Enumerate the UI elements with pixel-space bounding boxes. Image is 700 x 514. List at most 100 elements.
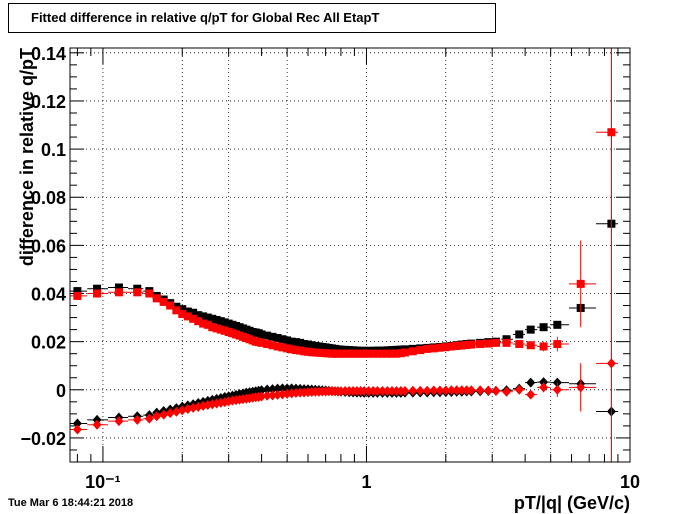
square-marker xyxy=(278,343,287,352)
data-point xyxy=(501,338,513,347)
x-tick-label: 1 xyxy=(361,472,371,492)
data-point xyxy=(128,414,144,425)
square-marker xyxy=(336,345,345,354)
diamond-marker xyxy=(359,385,369,396)
diamond-marker xyxy=(171,406,181,417)
square-marker xyxy=(576,279,585,288)
square-marker xyxy=(364,349,373,358)
data-point xyxy=(415,385,425,396)
square-marker xyxy=(515,340,524,349)
data-point xyxy=(550,377,570,388)
square-marker xyxy=(199,312,208,321)
timestamp: Tue Mar 6 18:44:21 2018 xyxy=(8,497,134,509)
square-marker xyxy=(73,287,82,296)
y-tick-label: 0.04 xyxy=(31,285,66,305)
square-marker xyxy=(152,294,161,303)
square-marker xyxy=(114,283,123,292)
diamond-marker xyxy=(435,385,445,396)
y-tick-label: 0.14 xyxy=(31,44,66,64)
square-marker xyxy=(203,313,212,322)
data-point xyxy=(70,418,88,429)
chart-title: Fitted difference in relative q/pT for G… xyxy=(8,3,496,33)
diamond-marker xyxy=(576,382,586,393)
diamond-marker xyxy=(262,390,272,401)
square-marker xyxy=(484,339,493,348)
data-point xyxy=(491,338,502,347)
data-point xyxy=(87,289,108,298)
square-marker xyxy=(283,336,292,345)
y-tick-label: 0 xyxy=(56,381,66,401)
square-marker xyxy=(178,309,187,318)
diamond-marker xyxy=(466,385,476,396)
square-marker xyxy=(291,338,300,347)
data-point xyxy=(70,287,88,296)
diamond-marker xyxy=(526,377,536,388)
data-point xyxy=(165,408,175,419)
diamond-marker xyxy=(267,384,277,395)
diamond-marker xyxy=(539,377,549,388)
square-marker xyxy=(373,349,382,358)
diamond-marker xyxy=(475,385,485,396)
data-point xyxy=(512,330,525,339)
data-point xyxy=(429,344,438,353)
diamond-marker xyxy=(408,385,418,396)
square-marker xyxy=(526,325,535,334)
data-point xyxy=(166,301,175,310)
data-point xyxy=(462,385,472,396)
square-marker xyxy=(73,291,82,300)
square-marker xyxy=(502,338,511,347)
square-marker xyxy=(208,314,217,323)
y-tick-label: 0.12 xyxy=(31,92,66,112)
square-marker xyxy=(212,315,221,324)
square-marker xyxy=(476,340,485,349)
grid-layer xyxy=(70,48,630,462)
x-tick-label: 10 xyxy=(620,472,640,492)
square-marker xyxy=(133,288,142,297)
data-point xyxy=(435,385,445,396)
data-point xyxy=(501,386,513,397)
square-marker xyxy=(429,344,438,353)
data-point xyxy=(446,385,456,396)
x-tick-label: 10⁻¹ xyxy=(85,472,121,492)
data-point xyxy=(152,294,161,303)
diamond-marker xyxy=(429,385,439,396)
data-point xyxy=(107,288,129,297)
square-marker xyxy=(447,342,456,351)
data-point xyxy=(159,297,168,306)
square-marker xyxy=(189,314,198,323)
data-point xyxy=(550,382,570,398)
data-point xyxy=(70,424,88,435)
data-point xyxy=(596,219,619,228)
square-marker xyxy=(336,349,345,358)
square-marker xyxy=(263,331,272,340)
diamond-marker xyxy=(552,384,562,395)
diamond-marker xyxy=(92,419,102,430)
diamond-marker xyxy=(462,385,472,396)
data-point xyxy=(524,325,538,334)
data-point xyxy=(483,385,493,396)
data-point xyxy=(171,406,181,417)
data-point xyxy=(143,413,154,424)
square-marker xyxy=(273,334,282,343)
square-marker xyxy=(93,289,102,298)
data-point xyxy=(550,320,570,329)
square-marker xyxy=(491,338,500,347)
diamond-marker xyxy=(262,384,272,395)
square-marker xyxy=(278,335,287,344)
y-tick-label: 0.06 xyxy=(31,236,66,256)
square-marker xyxy=(452,341,461,350)
data-point xyxy=(524,377,538,388)
diamond-marker xyxy=(257,391,267,402)
data-point xyxy=(537,341,551,352)
square-marker xyxy=(360,349,369,358)
data-point xyxy=(422,385,432,396)
diamond-marker xyxy=(382,385,392,396)
data-point xyxy=(524,341,538,350)
square-marker xyxy=(369,349,378,358)
diamond-marker xyxy=(452,385,462,396)
diamond-marker xyxy=(72,424,82,435)
diamond-marker xyxy=(441,385,451,396)
y-tick-label: −0.02 xyxy=(20,429,66,449)
square-marker xyxy=(93,284,102,293)
data-point xyxy=(400,385,410,396)
